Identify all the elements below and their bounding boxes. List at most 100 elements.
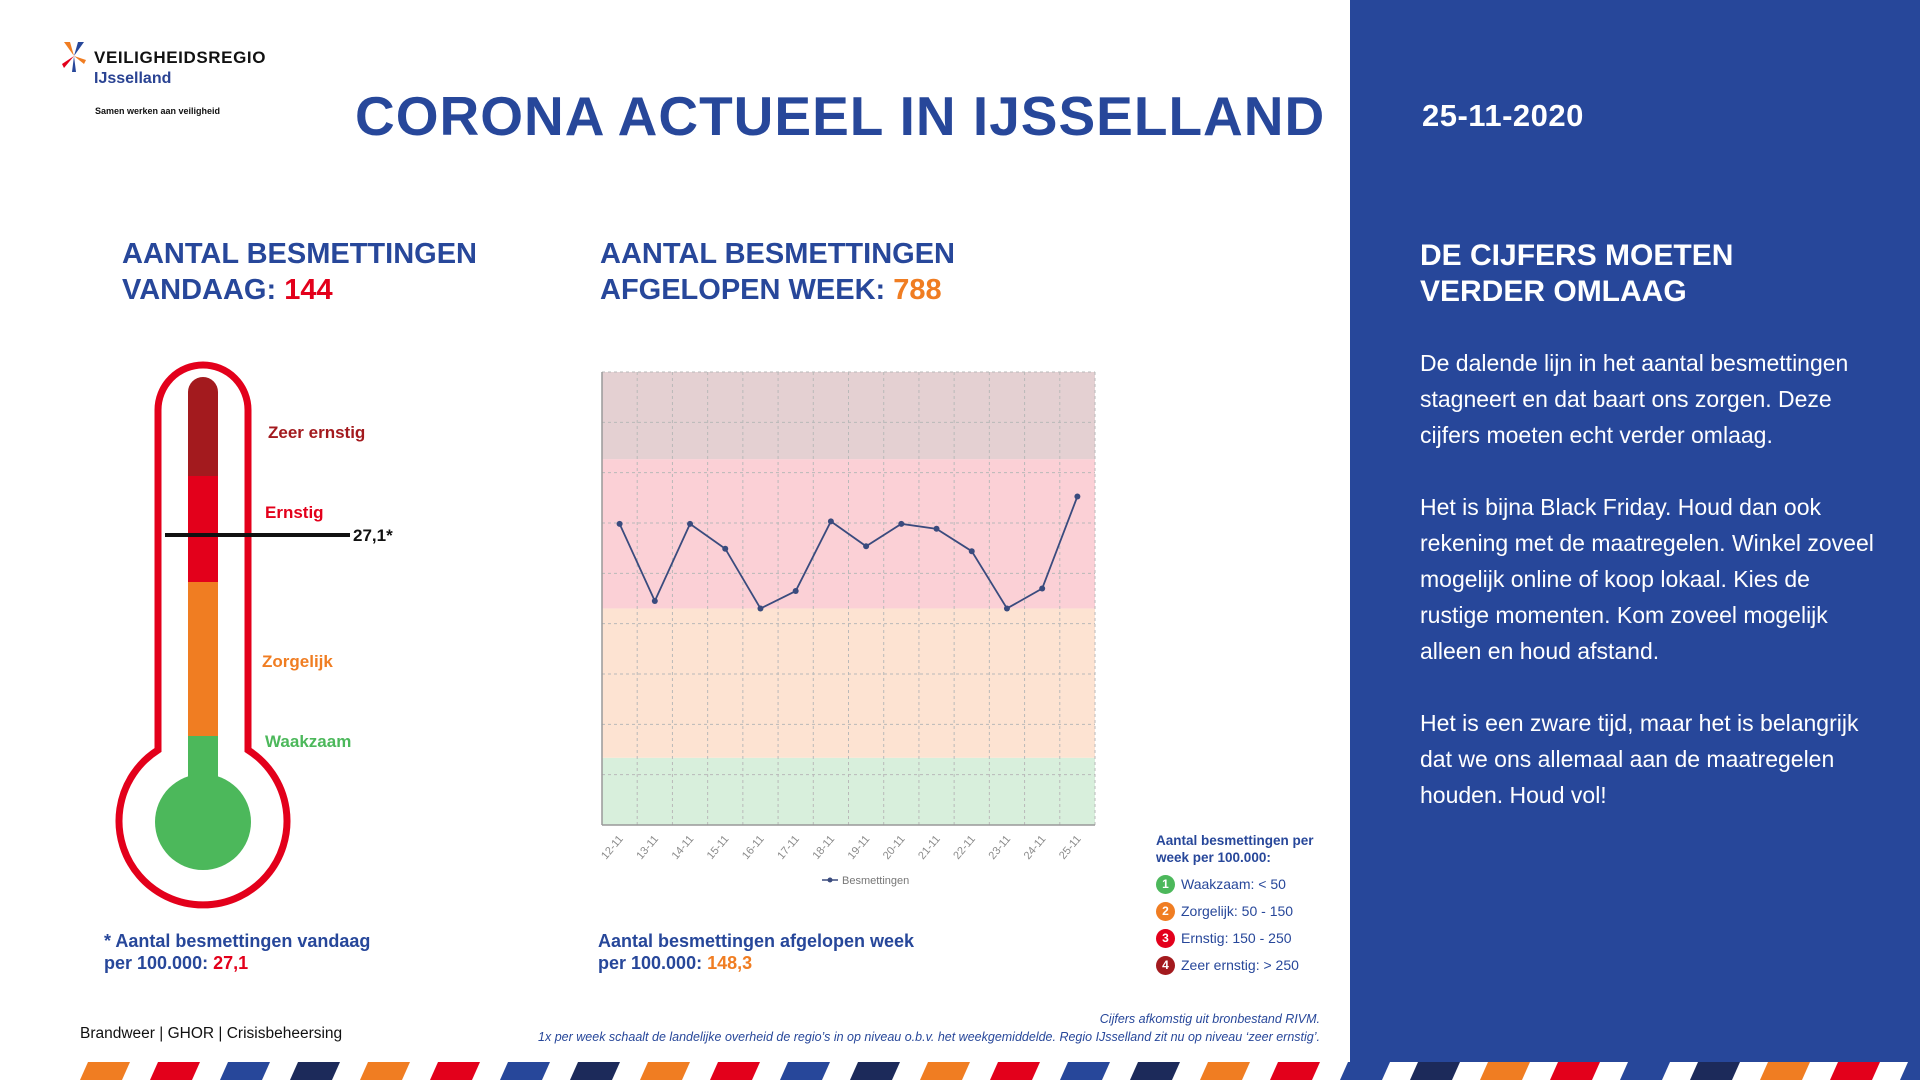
chart-legend-label: Besmettingen <box>842 875 909 887</box>
stripe-segment <box>920 1062 970 1080</box>
thermometer-marker-label: 27,1* <box>353 526 393 545</box>
chart-x-tick-label: 19-11 <box>846 833 873 862</box>
logo-star-icon <box>62 42 86 72</box>
chart-x-tick-label: 17-11 <box>775 833 802 862</box>
stripe-segment <box>220 1062 270 1080</box>
message-panel: 25-11-2020 DE CIJFERS MOETEN VERDER OMLA… <box>1350 0 1920 1062</box>
chart-x-tick-label: 15-11 <box>705 833 732 862</box>
stripe-segment <box>430 1062 480 1080</box>
week-heading-line1: AANTAL BESMETTINGEN <box>600 238 955 270</box>
chart-point <box>757 605 764 612</box>
source-note-line2: 1x per week schaalt de landelijke overhe… <box>538 1030 1320 1044</box>
level-label-waakzaam: Waakzaam <box>265 732 351 751</box>
chart-point <box>722 545 729 552</box>
risk-level-number-icon: 4 <box>1156 955 1175 975</box>
stripe-segment <box>1620 1062 1670 1080</box>
decorative-stripe <box>0 1062 1920 1080</box>
stripe-segment <box>1760 1062 1810 1080</box>
chart-point <box>933 525 940 532</box>
chart-x-tick-label: 24-11 <box>1022 833 1049 862</box>
today-footnote-line1: * Aantal besmettingen vandaag <box>104 931 371 951</box>
message-heading: DE CIJFERS MOETEN VERDER OMLAAG <box>1420 239 1734 308</box>
stripe-segment <box>500 1062 550 1080</box>
date: 25-11-2020 <box>1422 98 1584 133</box>
today-per-100k: 27,1 <box>213 953 249 973</box>
risk-legend-text: Zorgelijk: 50 - 150 <box>1181 903 1294 919</box>
chart-legend: Besmettingen <box>822 875 909 887</box>
today-heading-line1: AANTAL BESMETTINGEN <box>122 238 477 270</box>
risk-legend-item: 2 Zorgelijk: 50 - 150 <box>1156 901 1346 921</box>
logo-tagline: Samen werken aan veiligheid <box>95 106 221 116</box>
chart-point <box>616 520 623 527</box>
stripe-segment <box>80 1062 130 1080</box>
week-count: 788 <box>893 274 942 306</box>
stripe-segment <box>1830 1062 1880 1080</box>
level-label-ernstig: Ernstig <box>265 503 324 522</box>
chart-series-line <box>618 496 1079 610</box>
chart-point <box>1074 493 1081 500</box>
chart-x-tick-label: 13-11 <box>634 833 661 862</box>
thermometer-bulb <box>155 774 251 870</box>
chart-point <box>651 597 658 604</box>
risk-legend-item: 3 Ernstig: 150 - 250 <box>1156 928 1346 948</box>
stripe-segment <box>1340 1062 1390 1080</box>
week-per-100k: 148,3 <box>707 953 753 973</box>
page-title: CORONA ACTUEEL IN IJSSELLAND <box>355 85 1326 147</box>
today-footnote-label: per 100.000: <box>104 953 214 973</box>
chart-x-tick-label: 18-11 <box>810 833 837 862</box>
chart-point <box>827 518 834 525</box>
thermometer-segment-zeer-ernstig <box>188 377 218 476</box>
week-footnote-label: per 100.000: <box>598 953 708 973</box>
stripe-segment <box>640 1062 690 1080</box>
stripe-segment <box>290 1062 340 1080</box>
week-footnote-line1: Aantal besmettingen afgelopen week <box>598 931 915 951</box>
message-paragraph-1: De dalende lijn in het aantal besmetting… <box>1420 350 1849 448</box>
chart-point <box>898 520 905 527</box>
today-footnote-line2: per 100.000: 27,1 <box>104 952 370 974</box>
chart-point <box>968 548 975 555</box>
stripe-segment <box>570 1062 620 1080</box>
risk-legend-item: 4 Zeer ernstig: > 250 <box>1156 955 1346 975</box>
today-count: 144 <box>284 274 333 306</box>
risk-legend-text: Ernstig: 150 - 250 <box>1181 930 1292 946</box>
risk-level-number-icon: 2 <box>1156 901 1175 921</box>
stripe-segment <box>1410 1062 1460 1080</box>
chart-band-0 <box>602 757 1095 825</box>
chart-x-tick-label: 12-11 <box>599 833 626 862</box>
chart-x-tick-label: 21-11 <box>916 833 943 862</box>
week-footnote: Aantal besmettingen afgelopen week per 1… <box>598 930 914 974</box>
stripe-segment <box>1200 1062 1250 1080</box>
source-note: Cijfers afkomstig uit bronbestand RIVM. … <box>538 1010 1320 1046</box>
stripe-segment <box>710 1062 760 1080</box>
chart-x-tick-label: 16-11 <box>740 833 767 862</box>
logo-region: IJsselland <box>94 70 172 87</box>
today-heading: AANTAL BESMETTINGEN VANDAAG: 144 <box>122 236 477 308</box>
risk-level-legend: Aantal besmettingen per week per 100.000… <box>1156 832 1346 975</box>
source-note-line1: Cijfers afkomstig uit bronbestand RIVM. <box>1099 1012 1320 1026</box>
chart-x-tick-label: 22-11 <box>951 833 978 862</box>
risk-level-number-icon: 3 <box>1156 928 1175 948</box>
risk-level-number-icon: 1 <box>1156 874 1175 894</box>
level-label-zeer-ernstig: Zeer ernstig <box>268 423 365 442</box>
thermometer-segment-ernstig <box>188 476 218 582</box>
chart-x-tick-label: 23-11 <box>987 833 1014 862</box>
stripe-segment <box>850 1062 900 1080</box>
chart-x-tick-label: 14-11 <box>670 833 697 862</box>
level-label-zorgelijk: Zorgelijk <box>262 652 333 671</box>
week-heading-line2: AFGELOPEN WEEK: 788 <box>600 272 955 308</box>
logo-name: VEILIGHEIDSREGIO <box>94 48 267 67</box>
line-chart: 12-11 13-11 14-11 15-11 16-11 17-11 18-11 19-11… <box>599 371 1096 887</box>
chart-x-tick-label: 20-11 <box>881 833 908 862</box>
chart-point <box>1003 605 1010 612</box>
chart-point <box>863 543 870 550</box>
risk-legend-item: 1 Waakzaam: < 50 <box>1156 874 1346 894</box>
message-paragraph-3: Het is een zware tijd, maar het is belan… <box>1420 710 1859 808</box>
risk-legend-text: Waakzaam: < 50 <box>1181 876 1286 892</box>
thermometer-segment-zorgelijk <box>188 582 218 736</box>
thermometer: 27,1* Zeer ernstig Ernstig Zorgelijk Waa… <box>115 361 393 909</box>
risk-legend-text: Zeer ernstig: > 250 <box>1181 957 1299 973</box>
stripe-segment <box>1060 1062 1110 1080</box>
organisations-footer: Brandweer | GHOR | Crisisbeheersing <box>80 1025 343 1042</box>
stripe-segment <box>360 1062 410 1080</box>
stripe-segment <box>1270 1062 1320 1080</box>
